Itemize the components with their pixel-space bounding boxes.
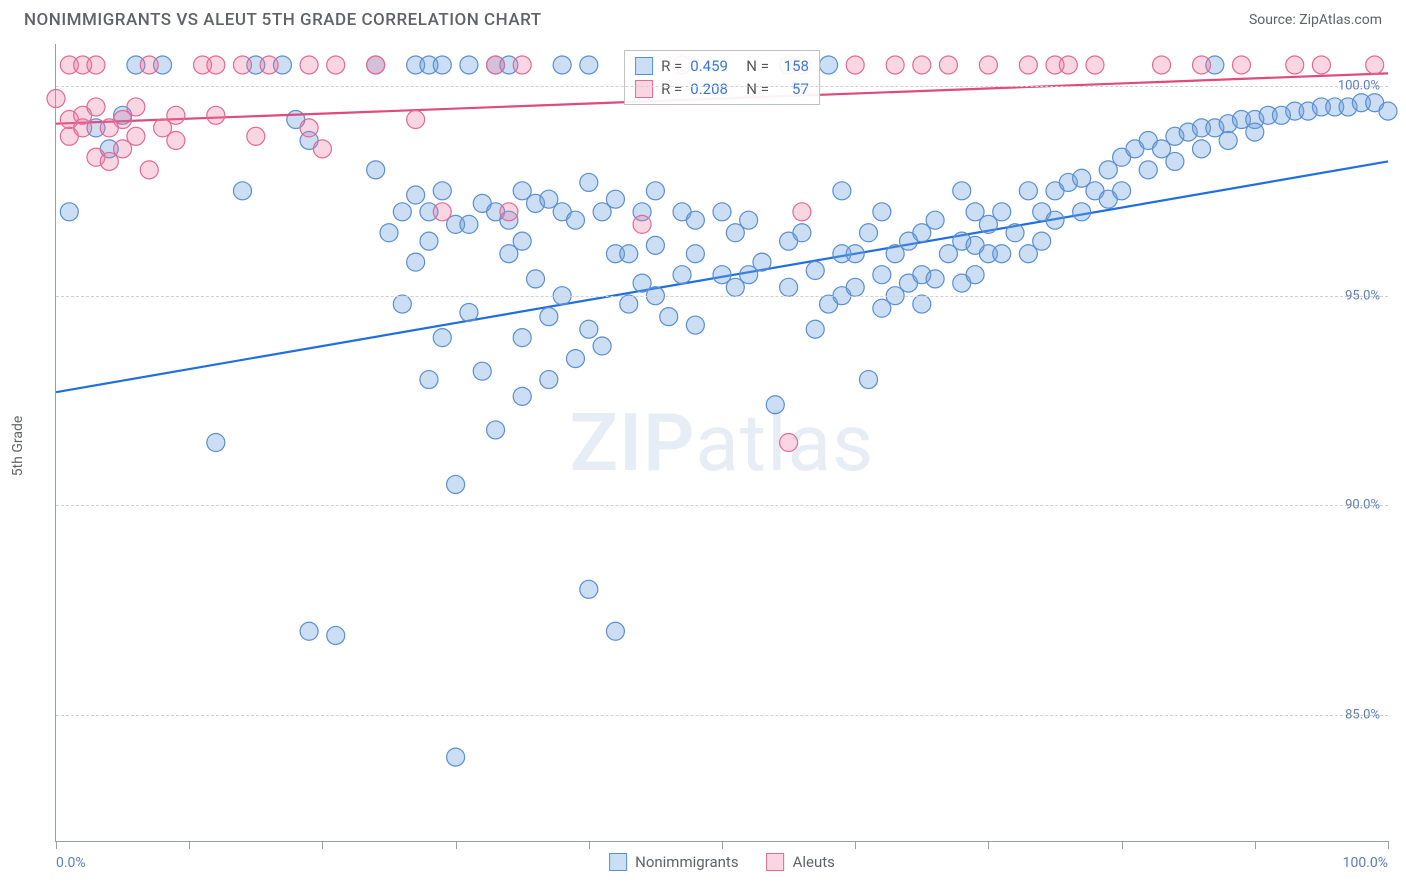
legend-label: Nonimmigrants bbox=[635, 853, 738, 871]
x-tick bbox=[1388, 841, 1389, 849]
y-tick-label: 90.0% bbox=[1345, 498, 1380, 513]
correlation-row: R = 0.208 N = 57 bbox=[635, 78, 809, 101]
x-tick bbox=[456, 841, 457, 849]
series-legend: Nonimmigrants Aleuts bbox=[609, 853, 835, 871]
x-tick bbox=[189, 841, 190, 849]
scatter-plot bbox=[56, 44, 1388, 841]
source-label: Source: ZipAtlas.com bbox=[1249, 12, 1382, 28]
n-value: 57 bbox=[777, 78, 809, 101]
correlation-legend: R = 0.459 N = 158 R = 0.208 N = 57 bbox=[624, 50, 820, 105]
legend-swatch bbox=[767, 853, 785, 871]
x-tick bbox=[855, 841, 856, 849]
chart-area: ZIPatlas R =0.459N =158R =0.208N =57 Non… bbox=[55, 44, 1388, 842]
legend-swatch bbox=[635, 57, 653, 75]
chart-title: NONIMMIGRANTS VS ALEUT 5TH GRADE CORRELA… bbox=[24, 10, 542, 30]
y-tick-label: 100.0% bbox=[1338, 78, 1380, 93]
x-tick bbox=[1255, 841, 1256, 849]
y-tick-label: 95.0% bbox=[1345, 288, 1380, 303]
r-label: R = bbox=[661, 78, 682, 101]
x-tick bbox=[589, 841, 590, 849]
gridline bbox=[56, 86, 1388, 87]
r-value: 0.459 bbox=[690, 55, 738, 78]
legend-label: Aleuts bbox=[793, 853, 835, 871]
x-tick bbox=[56, 841, 57, 849]
n-value: 158 bbox=[777, 55, 809, 78]
x-tick-label: 100.0% bbox=[1343, 855, 1388, 871]
legend-swatch bbox=[635, 80, 653, 98]
r-label: R = bbox=[661, 55, 682, 78]
x-tick bbox=[988, 841, 989, 849]
n-label: N = bbox=[746, 55, 769, 78]
x-tick bbox=[722, 841, 723, 849]
x-tick bbox=[322, 841, 323, 849]
x-tick-label: 0.0% bbox=[56, 855, 86, 871]
y-axis-title: 5th Grade bbox=[10, 416, 26, 477]
r-value: 0.208 bbox=[690, 78, 738, 101]
gridline bbox=[56, 715, 1388, 716]
header: NONIMMIGRANTS VS ALEUT 5TH GRADE CORRELA… bbox=[0, 0, 1406, 36]
legend-item: Nonimmigrants bbox=[609, 853, 738, 871]
x-tick bbox=[1122, 841, 1123, 849]
correlation-row: R = 0.459 N = 158 bbox=[635, 55, 809, 78]
n-label: N = bbox=[746, 78, 769, 101]
legend-item: Aleuts bbox=[767, 853, 835, 871]
legend-swatch bbox=[609, 853, 627, 871]
y-tick-label: 85.0% bbox=[1345, 708, 1380, 723]
gridline bbox=[56, 505, 1388, 506]
gridline bbox=[56, 296, 1388, 297]
